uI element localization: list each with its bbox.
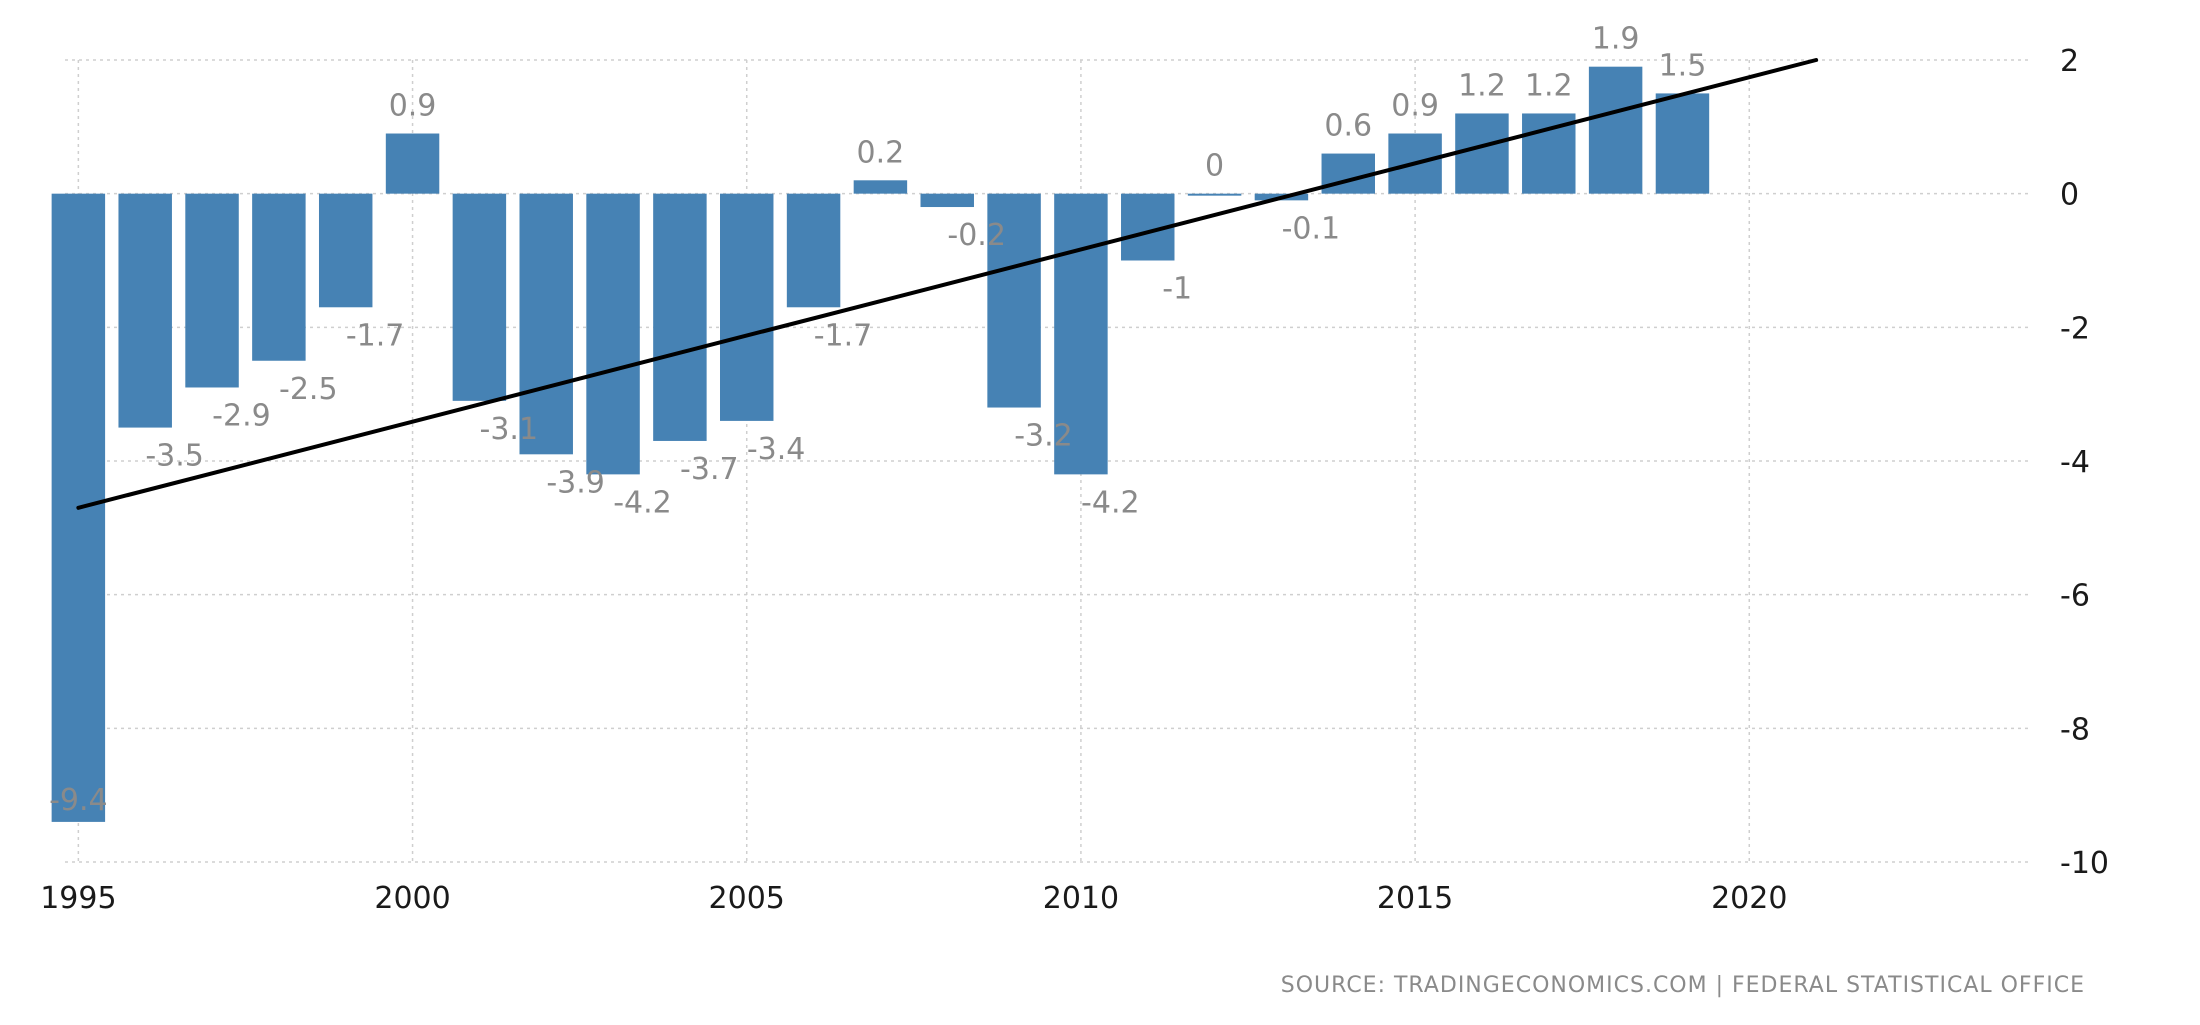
x-tick-label: 1995 bbox=[40, 881, 116, 916]
y-tick-label: -2 bbox=[2060, 311, 2090, 346]
bar bbox=[1455, 113, 1509, 194]
data-label: -0.1 bbox=[1282, 211, 1341, 246]
bars bbox=[51, 66, 1710, 822]
y-tick-label: -4 bbox=[2060, 445, 2090, 480]
y-tick-label: 0 bbox=[2060, 178, 2079, 213]
bar bbox=[1655, 93, 1710, 194]
data-label: -3.1 bbox=[480, 412, 539, 447]
data-label: 1.2 bbox=[1458, 68, 1506, 103]
bar bbox=[1054, 193, 1108, 475]
x-tick-label: 2010 bbox=[1043, 881, 1119, 916]
data-label: 0.6 bbox=[1324, 109, 1372, 144]
bar bbox=[653, 193, 707, 441]
grid-lines bbox=[65, 59, 2030, 863]
y-axis-ticks: 2 0 -2 -4 -6 -8 -10 bbox=[2060, 44, 2109, 881]
data-label: -3.7 bbox=[680, 452, 739, 487]
data-label: 1.5 bbox=[1659, 48, 1707, 83]
data-label: -3.9 bbox=[546, 465, 605, 500]
bar bbox=[1588, 66, 1643, 194]
data-label: 1.2 bbox=[1525, 68, 1573, 103]
bar bbox=[987, 193, 1041, 408]
x-tick-label: 2015 bbox=[1377, 881, 1453, 916]
data-labels: -9.4-3.5-2.9-2.5-1.70.9-3.1-3.9-4.2-3.7-… bbox=[49, 22, 1706, 818]
trend-line bbox=[76, 58, 1819, 510]
x-tick-label: 2000 bbox=[374, 881, 450, 916]
bar bbox=[385, 133, 440, 194]
data-label: -1.7 bbox=[814, 318, 873, 353]
data-label: -3.4 bbox=[747, 432, 806, 467]
bar bbox=[185, 193, 239, 388]
x-tick-label: 2005 bbox=[709, 881, 785, 916]
trend-line-group bbox=[76, 58, 1819, 510]
y-tick-label: 2 bbox=[2060, 44, 2079, 79]
bar bbox=[252, 193, 306, 361]
data-label: 0.2 bbox=[857, 135, 905, 170]
data-label: -2.5 bbox=[279, 372, 338, 407]
data-label: 0.9 bbox=[1391, 89, 1439, 124]
y-tick-label: -10 bbox=[2060, 846, 2109, 881]
data-label: -4.2 bbox=[613, 485, 672, 520]
source-note: SOURCE: TRADINGECONOMICS.COM | FEDERAL S… bbox=[1281, 973, 2085, 998]
bar bbox=[1187, 193, 1242, 196]
data-label: -3.2 bbox=[1014, 419, 1073, 454]
data-label: 1.9 bbox=[1592, 22, 1640, 57]
bar bbox=[519, 193, 573, 455]
data-label: -4.2 bbox=[1081, 485, 1140, 520]
data-label: 0.9 bbox=[389, 89, 437, 124]
x-axis-ticks: 1995 2000 2005 2010 2015 2020 bbox=[40, 881, 1787, 916]
bar bbox=[720, 193, 774, 421]
bar bbox=[786, 193, 841, 308]
data-label: 0 bbox=[1205, 149, 1224, 184]
bar bbox=[452, 193, 507, 401]
x-tick-label: 2020 bbox=[1711, 881, 1787, 916]
y-tick-label: -6 bbox=[2060, 579, 2090, 614]
data-label: -9.4 bbox=[49, 783, 108, 818]
data-label: -1.7 bbox=[346, 318, 405, 353]
bar bbox=[118, 193, 172, 428]
data-label: -0.2 bbox=[947, 218, 1006, 253]
bar bbox=[1321, 153, 1375, 194]
bar bbox=[920, 193, 974, 208]
data-label: -1 bbox=[1162, 272, 1192, 307]
bar bbox=[853, 180, 908, 194]
y-tick-label: -8 bbox=[2060, 712, 2090, 747]
data-label: -3.5 bbox=[145, 439, 204, 474]
bar bbox=[586, 193, 640, 475]
bar bbox=[318, 193, 373, 308]
data-label: -2.9 bbox=[212, 398, 271, 433]
